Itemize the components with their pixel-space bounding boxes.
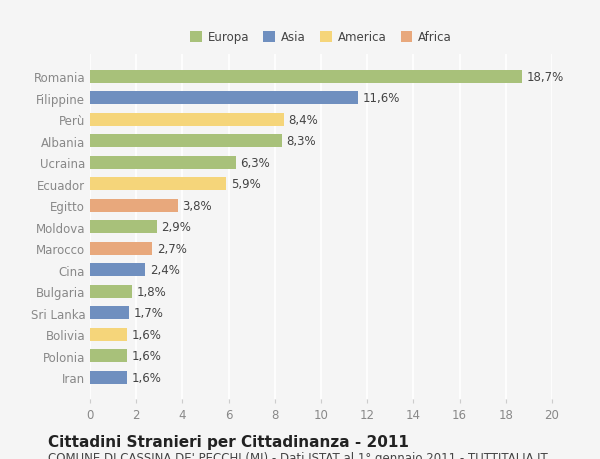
Legend: Europa, Asia, America, Africa: Europa, Asia, America, Africa	[185, 27, 457, 49]
Text: 5,9%: 5,9%	[231, 178, 260, 191]
Text: 8,3%: 8,3%	[286, 135, 316, 148]
Bar	[90, 92, 358, 105]
Bar	[90, 242, 152, 255]
Text: 8,4%: 8,4%	[289, 113, 319, 127]
Bar	[90, 157, 236, 169]
Bar	[90, 113, 284, 127]
Bar	[90, 135, 282, 148]
Text: 1,6%: 1,6%	[131, 371, 161, 384]
Text: 1,6%: 1,6%	[131, 349, 161, 362]
Text: Cittadini Stranieri per Cittadinanza - 2011: Cittadini Stranieri per Cittadinanza - 2…	[48, 434, 409, 449]
Bar	[90, 178, 226, 191]
Text: 6,3%: 6,3%	[240, 157, 270, 169]
Bar	[90, 285, 131, 298]
Text: 1,7%: 1,7%	[134, 307, 164, 319]
Text: 2,9%: 2,9%	[161, 221, 191, 234]
Text: 2,7%: 2,7%	[157, 242, 187, 255]
Text: 1,8%: 1,8%	[136, 285, 166, 298]
Bar	[90, 199, 178, 212]
Bar	[90, 221, 157, 234]
Bar	[90, 371, 127, 384]
Bar	[90, 71, 522, 84]
Bar	[90, 307, 129, 319]
Text: 1,6%: 1,6%	[131, 328, 161, 341]
Text: 11,6%: 11,6%	[362, 92, 400, 105]
Text: 3,8%: 3,8%	[182, 199, 212, 212]
Bar	[90, 263, 145, 276]
Bar	[90, 328, 127, 341]
Text: 2,4%: 2,4%	[150, 263, 180, 277]
Text: COMUNE DI CASSINA DE' PECCHI (MI) - Dati ISTAT al 1° gennaio 2011 - TUTTITALIA.I: COMUNE DI CASSINA DE' PECCHI (MI) - Dati…	[48, 451, 548, 459]
Text: 18,7%: 18,7%	[527, 71, 564, 84]
Bar	[90, 349, 127, 362]
